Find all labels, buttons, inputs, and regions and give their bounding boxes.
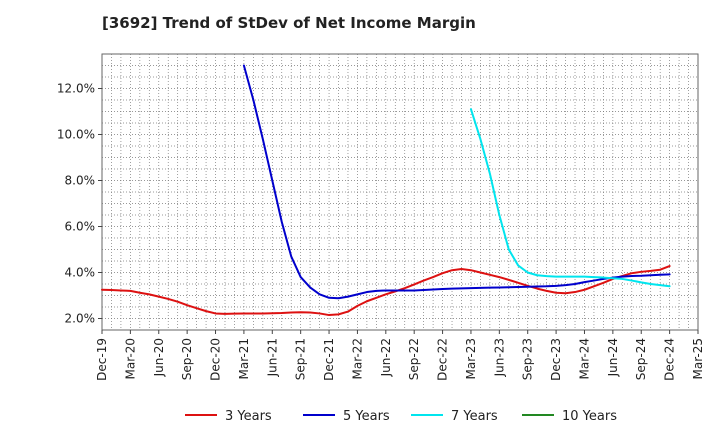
- x-tick-label: Dec-21: [322, 338, 336, 381]
- x-tick-label: Jun-20: [152, 338, 166, 377]
- x-tick-label: Sep-21: [294, 338, 308, 380]
- x-tick-label: Dec-20: [209, 338, 223, 381]
- y-tick-label: 12.0%: [57, 82, 95, 96]
- y-tick-label: 2.0%: [65, 312, 96, 326]
- legend-label: 5 Years: [343, 409, 390, 424]
- y-tick-label: 6.0%: [65, 220, 96, 234]
- series-line-7-years: [469, 108, 671, 288]
- x-tick-label: Dec-22: [436, 338, 450, 381]
- x-tick-label: Sep-22: [407, 338, 421, 380]
- legend-label: 7 Years: [451, 409, 498, 424]
- series-line-5-years: [242, 64, 671, 300]
- x-tick-label: Sep-24: [634, 338, 648, 380]
- x-tick-label: Sep-23: [521, 338, 535, 380]
- x-tick-label: Jun-24: [606, 338, 620, 377]
- x-tick-label: Jun-23: [492, 338, 506, 377]
- x-tick-label: Mar-25: [691, 338, 705, 379]
- chart-title: [3692] Trend of StDev of Net Income Marg…: [102, 14, 476, 32]
- x-tick-label: Dec-23: [549, 338, 563, 381]
- x-tick-label: Jun-22: [379, 338, 393, 377]
- x-tick-label: Mar-24: [577, 338, 591, 379]
- x-tick-label: Jun-21: [265, 338, 279, 377]
- x-tick-label: Sep-20: [180, 338, 194, 380]
- x-tick-label: Dec-19: [95, 338, 109, 381]
- y-tick-label: 10.0%: [57, 128, 95, 142]
- series-line-3-years: [101, 265, 671, 317]
- y-tick-label: 8.0%: [65, 174, 96, 188]
- grid: [102, 54, 698, 330]
- legend: 3 Years 5 Years 7 Years 10 Years: [185, 409, 617, 424]
- series-group: [101, 64, 671, 317]
- x-tick-label: Mar-20: [123, 338, 137, 379]
- y-tick-label: 4.0%: [65, 266, 96, 280]
- x-tick-label: Dec-24: [663, 338, 677, 381]
- legend-label: 10 Years: [562, 409, 617, 424]
- x-tick-label: Mar-21: [237, 338, 251, 379]
- y-axis: 2.0% 4.0% 6.0% 8.0% 10.0% 12.0%: [57, 82, 102, 326]
- x-axis: Dec-19 Mar-20 Jun-20 Sep-20 Dec-20 Mar-21 Jun-…: [95, 330, 705, 381]
- x-tick-label: Mar-23: [464, 338, 478, 379]
- x-tick-label: Mar-22: [350, 338, 364, 379]
- legend-label: 3 Years: [225, 409, 272, 424]
